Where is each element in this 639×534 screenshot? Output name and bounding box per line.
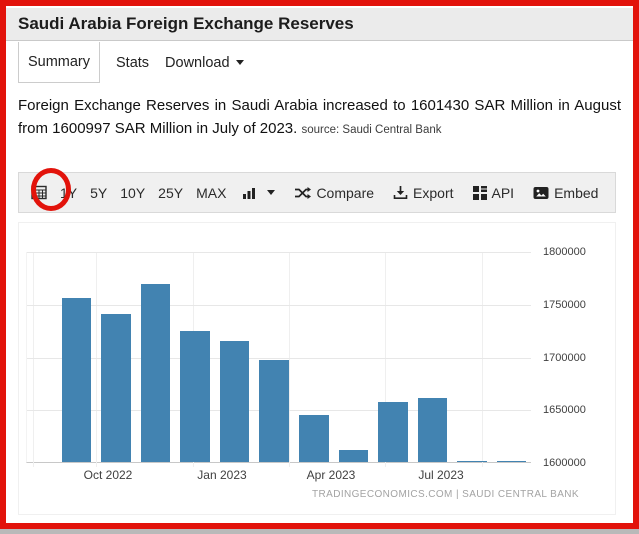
calendar-button[interactable] xyxy=(28,181,50,204)
grid-icon xyxy=(472,185,487,200)
bottom-edge xyxy=(0,529,639,534)
x-axis-label: Jan 2023 xyxy=(197,468,247,482)
tab-download-label: Download xyxy=(165,54,230,71)
range-button-5y[interactable]: 5Y xyxy=(87,181,110,205)
bar-sep-2022[interactable] xyxy=(61,298,92,462)
export-label: Export xyxy=(413,184,454,201)
tab-download[interactable]: Download xyxy=(165,55,244,71)
embed-label: Embed xyxy=(554,184,599,201)
bar-dec-2022[interactable] xyxy=(180,331,210,462)
tab-stats[interactable]: Stats xyxy=(116,54,150,71)
y-axis-label: 1600000 xyxy=(543,457,586,469)
h-gridline xyxy=(27,304,531,306)
x-axis-label: Apr 2023 xyxy=(306,468,356,482)
bar-chart-icon xyxy=(243,186,256,199)
range-button-25y[interactable]: 25Y xyxy=(155,181,186,205)
chart-toolbar: 1Y 5Y 10Y 25Y MAX Compare Exp xyxy=(18,172,616,213)
page-header: Saudi Arabia Foreign Exchange Reserves xyxy=(6,8,633,41)
summary-text: Foreign Exchange Reserves in Saudi Arabi… xyxy=(18,94,621,142)
y-axis-label: 1700000 xyxy=(543,351,586,364)
h-gridline xyxy=(27,357,531,359)
export-button[interactable]: Export xyxy=(390,181,456,205)
embed-button[interactable]: Embed xyxy=(530,181,601,205)
source-label: source: Saudi Central Bank xyxy=(301,124,442,136)
shuffle-icon xyxy=(294,186,312,200)
range-button-10y[interactable]: 10Y xyxy=(117,181,148,205)
y-axis-label: 1750000 xyxy=(543,298,586,311)
bar-nov-2022[interactable] xyxy=(140,283,171,462)
v-gridline xyxy=(33,252,34,467)
chart-type-button[interactable] xyxy=(240,182,278,203)
calendar-icon xyxy=(31,185,47,200)
chart-watermark: TRADINGECONOMICS.COM | SAUDI CENTRAL BAN… xyxy=(312,489,579,500)
bar-mar-2023[interactable] xyxy=(299,414,329,462)
page-title: Saudi Arabia Foreign Exchange Reserves xyxy=(18,14,354,33)
chevron-down-icon xyxy=(267,190,276,195)
bar-aug-2023[interactable] xyxy=(496,460,527,462)
v-gridline xyxy=(385,252,386,467)
y-axis-label: 1650000 xyxy=(543,404,586,417)
bar-jun-2023[interactable] xyxy=(417,397,448,462)
range-button-max[interactable]: MAX xyxy=(193,181,229,205)
range-button-1y[interactable]: 1Y xyxy=(57,181,80,205)
api-label: API xyxy=(491,184,515,201)
v-gridline xyxy=(482,252,483,467)
bar-feb-2023[interactable] xyxy=(259,359,289,462)
v-gridline xyxy=(96,252,97,467)
tab-summary[interactable]: Summary xyxy=(18,42,100,83)
chevron-down-icon xyxy=(235,60,244,66)
download-icon xyxy=(393,185,408,200)
compare-label: Compare xyxy=(316,184,375,201)
bar-jan-2023[interactable] xyxy=(219,340,250,462)
bar-oct-2022[interactable] xyxy=(101,314,131,462)
bar-jul-2023[interactable] xyxy=(457,460,487,462)
api-button[interactable]: API xyxy=(470,181,518,205)
image-icon xyxy=(533,186,549,200)
x-axis-label: Jul 2023 xyxy=(418,468,464,482)
v-gridline xyxy=(289,252,290,467)
tab-bar: Summary Stats Download xyxy=(6,42,633,83)
plot-area xyxy=(26,252,531,467)
bar-apr-2023[interactable] xyxy=(338,450,369,462)
bar-may-2023[interactable] xyxy=(378,401,408,462)
h-gridline xyxy=(27,252,531,253)
chart-container: TRADINGECONOMICS.COM | SAUDI CENTRAL BAN… xyxy=(18,222,616,515)
x-axis-label: Oct 2022 xyxy=(83,468,133,482)
y-axis-label: 1800000 xyxy=(543,246,586,258)
summary-sentence: Foreign Exchange Reserves in Saudi Arabi… xyxy=(18,97,621,137)
compare-button[interactable]: Compare xyxy=(291,181,377,205)
